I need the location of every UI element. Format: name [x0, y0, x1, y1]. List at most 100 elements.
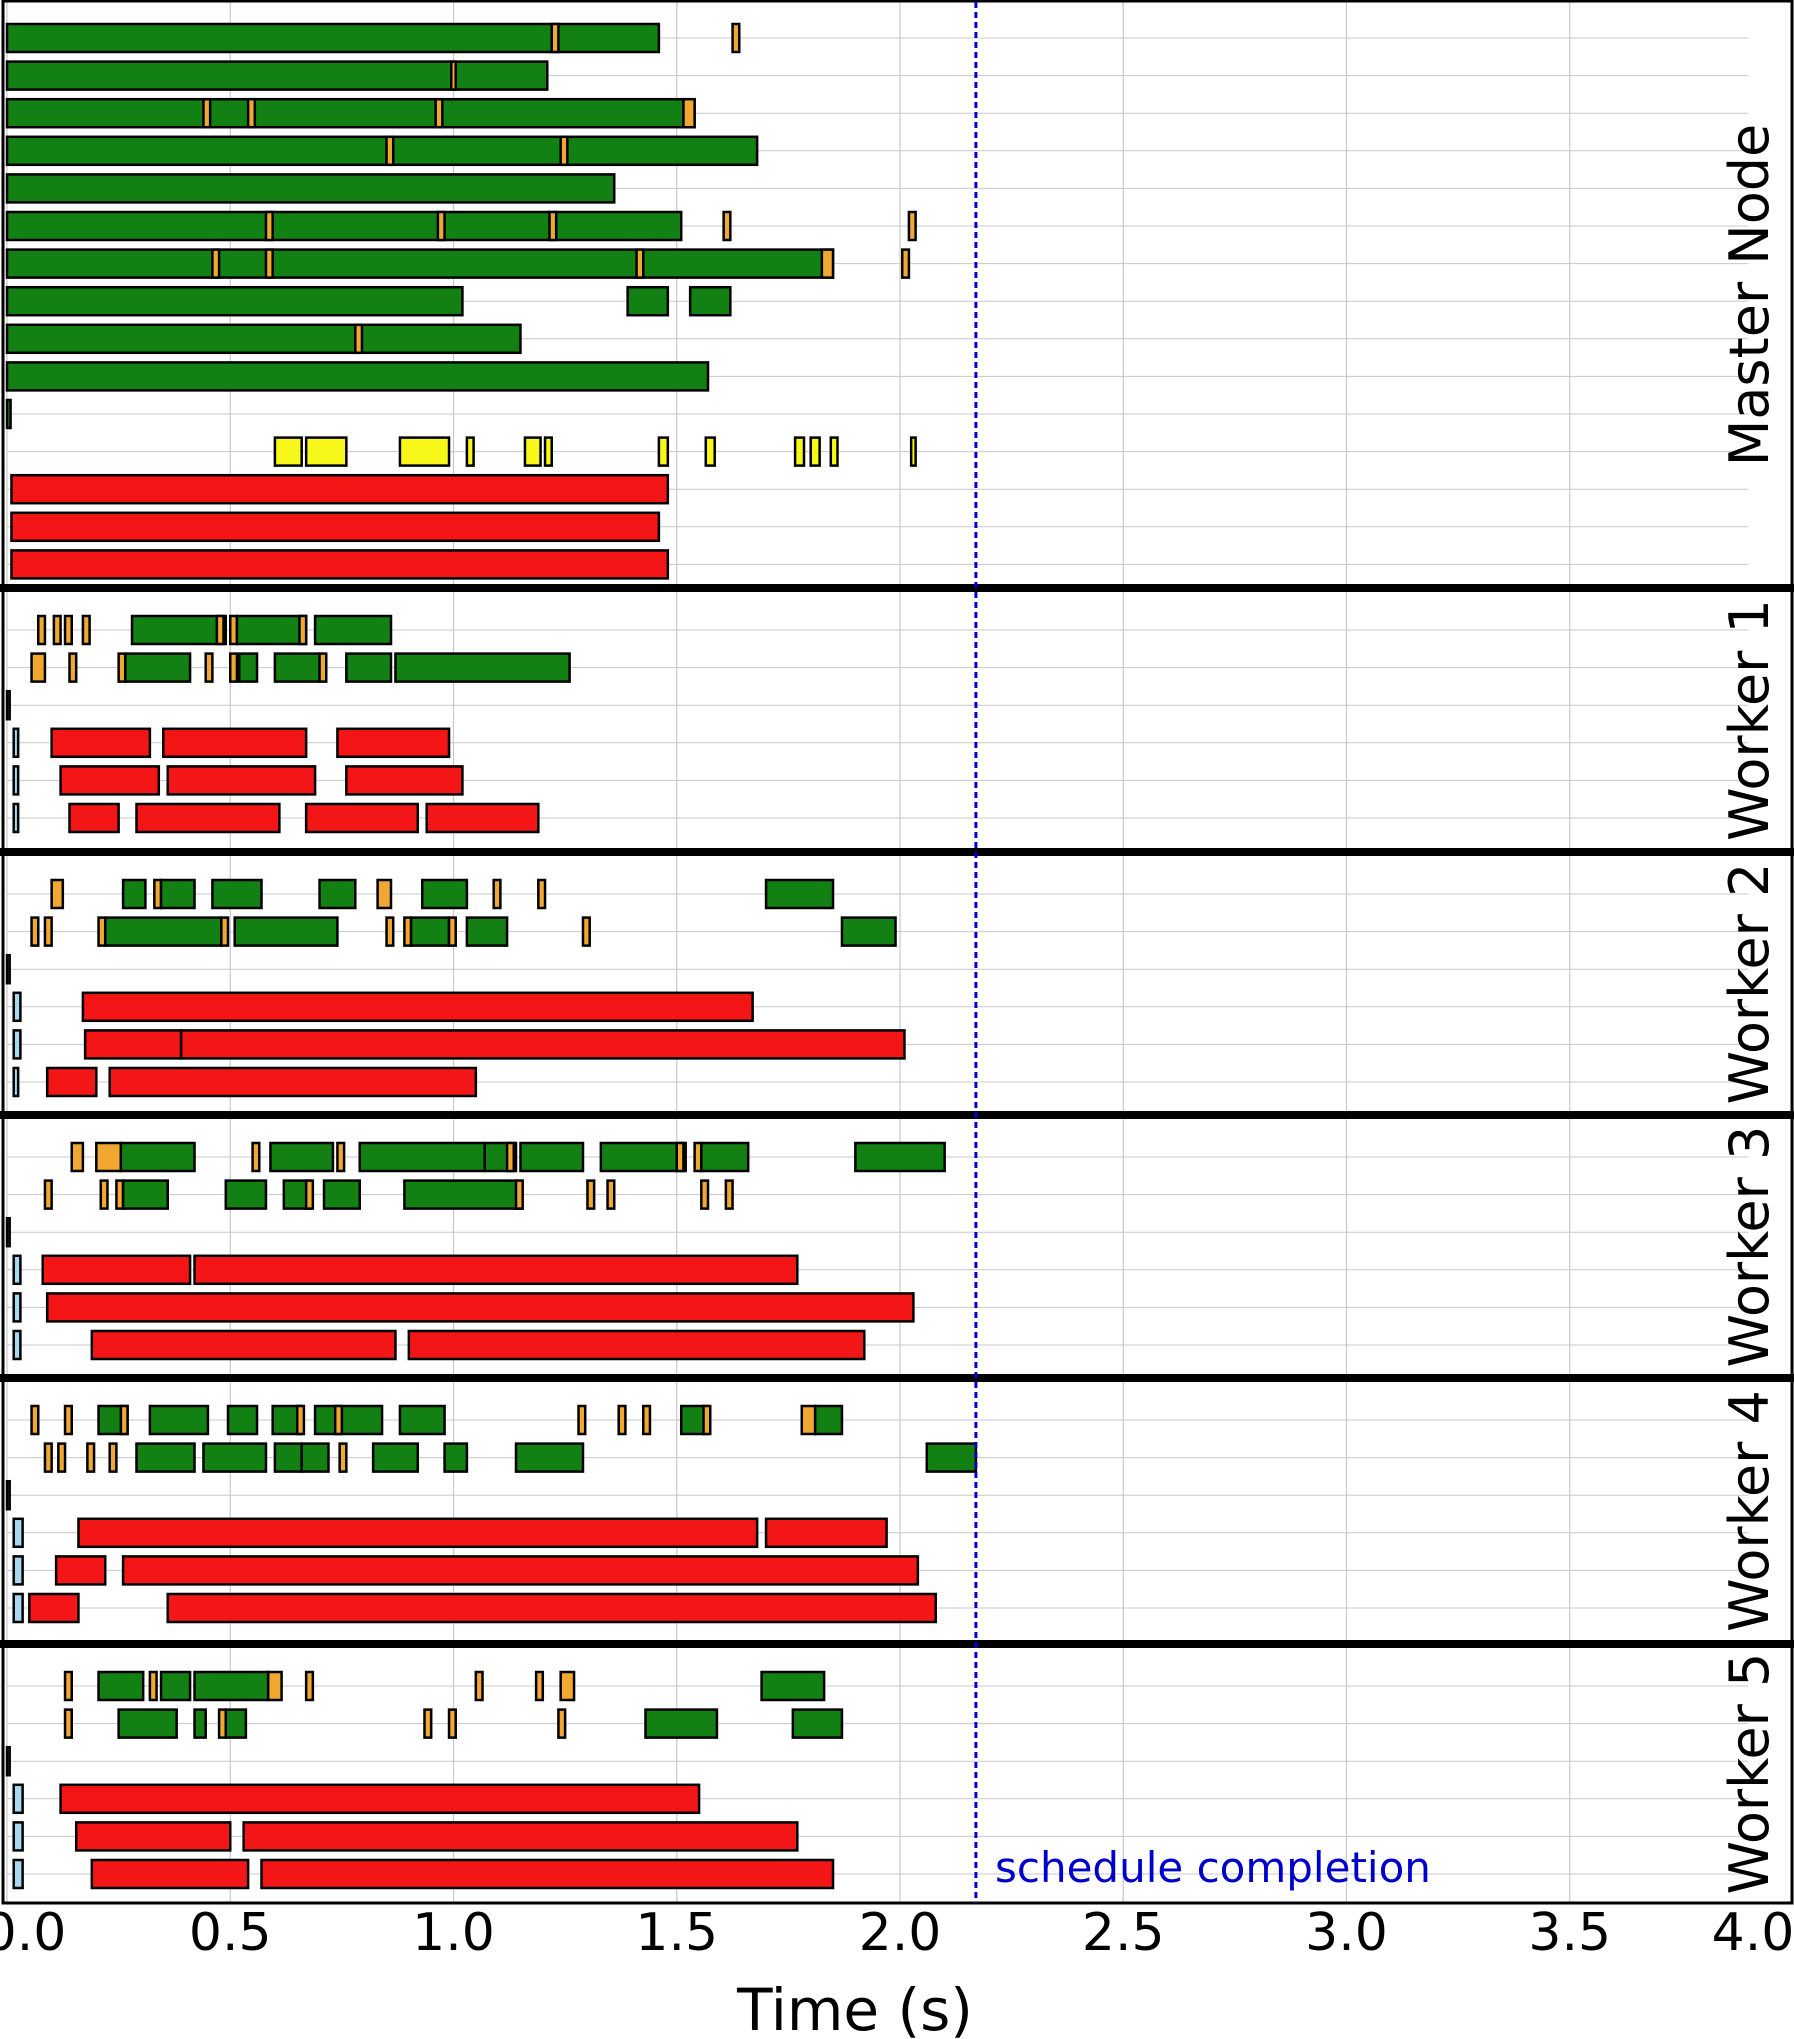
- task-bar-lightblue: [12, 1329, 22, 1361]
- task-bar-orange: [900, 248, 911, 279]
- task-bar-green: [159, 1670, 192, 1702]
- task-bar-orange: [211, 248, 221, 279]
- task-bar-green: [119, 1141, 196, 1173]
- task-bar-green: [925, 1442, 978, 1473]
- task-bar-orange: [95, 1141, 123, 1173]
- task-bar-red: [81, 991, 754, 1023]
- task-bar-green: [5, 1479, 11, 1511]
- task-bar-orange: [43, 1179, 53, 1210]
- task-bar-orange: [505, 1141, 516, 1173]
- task-bar-red: [336, 727, 451, 759]
- task-bar-green: [5, 285, 464, 317]
- task-bar-yellow: [398, 436, 451, 467]
- task-bar-green: [313, 1404, 384, 1436]
- task-bar-orange: [447, 916, 457, 947]
- task-bar-orange: [266, 1670, 283, 1702]
- task-bar-orange: [722, 210, 732, 242]
- task-bar-red: [179, 1029, 906, 1060]
- task-bar-green: [148, 1404, 210, 1436]
- task-bar-orange: [559, 1670, 576, 1702]
- task-bar-green: [394, 652, 571, 683]
- task-bar-orange: [385, 916, 395, 947]
- task-bar-orange: [251, 1141, 261, 1173]
- task-bar-red: [260, 1858, 835, 1890]
- task-bar-green: [202, 1442, 268, 1473]
- task-bar-red: [74, 1821, 232, 1852]
- task-bar-orange: [336, 1141, 346, 1173]
- task-bar-red: [90, 1329, 397, 1361]
- task-bar-green: [103, 916, 223, 947]
- task-bar-orange: [43, 916, 53, 947]
- task-bar-orange: [57, 1442, 67, 1473]
- task-bar-lightblue: [12, 1555, 24, 1586]
- task-bar-red: [407, 1329, 866, 1361]
- labels-layer: 0.0 0.5 1.0 1.5 2.0 2.5 3.0 3.5 4.0 Master Node Wo…: [0, 124, 1794, 1963]
- task-bar-lightblue: [12, 802, 20, 834]
- task-bar-green: [5, 398, 12, 430]
- task-bar-green: [791, 1708, 844, 1739]
- task-bar-green: [117, 1708, 178, 1739]
- task-bar-green: [318, 878, 357, 910]
- task-bar-yellow: [523, 436, 542, 467]
- task-bar-green: [644, 1708, 719, 1739]
- task-bar-green: [813, 1404, 844, 1436]
- task-bar-red: [304, 802, 420, 834]
- task-bar-red: [345, 765, 464, 796]
- task-bar-green: [193, 1708, 207, 1739]
- task-bar-red: [59, 765, 161, 796]
- task-bar-green: [5, 22, 661, 54]
- task-bar-orange: [702, 1404, 712, 1436]
- plot-frame: [1, 0, 1794, 1905]
- task-bar-orange: [86, 1442, 96, 1473]
- task-bar-green: [626, 285, 670, 317]
- task-bar-orange: [635, 248, 645, 279]
- task-bar-orange: [820, 248, 835, 279]
- task-bar-red: [59, 1783, 701, 1815]
- task-bar-lightblue: [12, 1517, 24, 1549]
- task-bar-orange: [99, 1179, 109, 1210]
- x-axis-title: Time (s): [736, 1976, 973, 2039]
- task-bar-green: [130, 614, 228, 646]
- task-bar-green: [5, 361, 710, 392]
- x-tick-label: 0.5: [189, 1903, 272, 1963]
- task-bar-orange: [338, 1442, 348, 1473]
- task-bar-green: [269, 1141, 335, 1173]
- task-bar-orange: [492, 878, 502, 910]
- task-bar-red: [83, 1029, 183, 1060]
- task-bar-orange: [577, 1404, 587, 1436]
- task-bar-orange: [376, 878, 393, 910]
- task-bar-green: [5, 210, 683, 242]
- task-bar-green: [599, 1141, 687, 1173]
- task-bar-red: [45, 1292, 915, 1323]
- task-bar-yellow: [304, 436, 348, 467]
- task-bar-lightblue: [12, 1066, 20, 1098]
- task-bar-green: [398, 1404, 446, 1436]
- task-bar-yellow: [809, 436, 821, 467]
- task-bar-lightblue: [12, 765, 20, 796]
- x-tick-label: 2.0: [859, 1903, 942, 1963]
- task-bar-green: [443, 1442, 469, 1473]
- task-bar-red: [425, 802, 540, 834]
- panel-label: Worker 1: [1718, 599, 1781, 841]
- task-bar-orange: [264, 210, 274, 242]
- bars-layer: [5, 22, 978, 1890]
- task-bar-yellow: [793, 436, 806, 467]
- task-bar-green: [854, 1141, 946, 1173]
- task-bar-orange: [304, 1179, 315, 1210]
- task-bar-orange: [30, 652, 47, 683]
- task-bar-orange: [436, 210, 446, 242]
- task-bar-red: [166, 765, 317, 796]
- task-bar-green: [5, 135, 759, 167]
- task-bar-green: [688, 285, 732, 317]
- task-bar-red: [242, 1821, 799, 1852]
- frame-layer: [0, 0, 1794, 1905]
- task-bar-green: [465, 916, 509, 947]
- task-bar-lightblue: [12, 727, 20, 759]
- task-bar-yellow: [543, 436, 553, 467]
- task-bar-orange: [586, 1179, 596, 1210]
- task-bar-orange: [202, 97, 212, 129]
- task-bar-orange: [548, 210, 558, 242]
- task-bar-red: [135, 802, 281, 834]
- task-bar-orange: [354, 323, 364, 355]
